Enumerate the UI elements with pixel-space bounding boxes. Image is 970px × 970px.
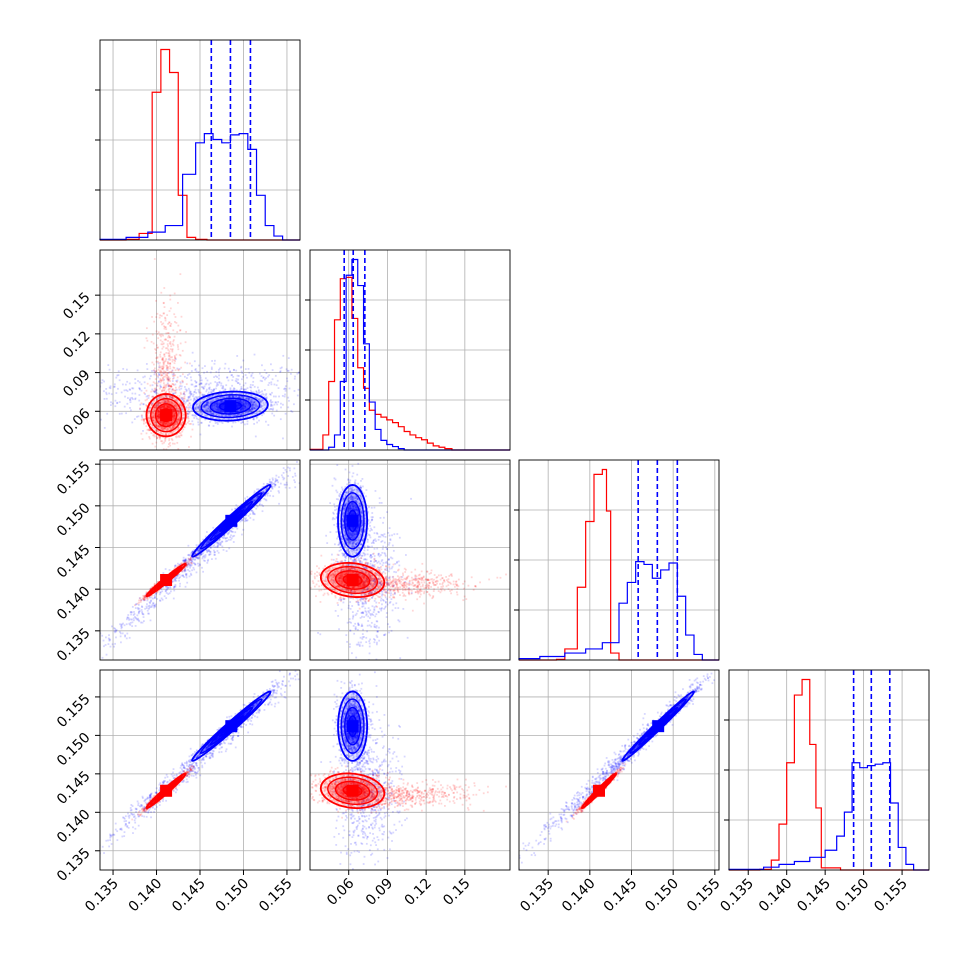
panel-frame: [309, 669, 511, 871]
histogram-panel-p1: [305, 249, 511, 451]
panel-frame: [309, 249, 511, 451]
x-tick-label: 0.140: [559, 876, 599, 916]
y-tick-label: 0.06: [60, 406, 93, 439]
y-tick-label: 0.155: [54, 459, 94, 499]
histogram-blue: [728, 762, 929, 871]
x-tick-label: 0.150: [642, 876, 682, 916]
panel-frame: [518, 669, 720, 871]
density-peak: [160, 784, 173, 797]
x-tick-label: 0.135: [717, 876, 757, 916]
scatter-panel-p0-p1: [99, 249, 301, 451]
density-peak: [346, 784, 359, 797]
x-tick-label: 0.06: [324, 875, 357, 908]
panel-frame: [518, 459, 720, 661]
scatter-panel-p2-p3: [518, 669, 720, 871]
x-tick-label: 0.155: [256, 876, 296, 916]
y-tick-label: 0.155: [54, 691, 94, 731]
density-peak: [225, 720, 238, 733]
scatter-panel-p0-p3: [99, 669, 301, 871]
x-tick-label: 0.155: [871, 876, 911, 916]
x-tick-label: 0.150: [213, 876, 253, 916]
y-tick-label: 0.15: [60, 290, 93, 323]
histogram-panel-p0: [95, 39, 301, 241]
histogram-blue: [518, 561, 719, 661]
x-tick-label: 0.145: [601, 876, 641, 916]
y-tick-label: 0.140: [54, 584, 94, 624]
histogram-panel-p2: [514, 459, 720, 661]
x-tick-label: 0.09: [363, 876, 396, 909]
histogram-red: [309, 276, 510, 451]
scatter-points: [100, 670, 300, 855]
y-tick-label: 0.145: [54, 542, 94, 582]
histogram-red: [729, 678, 929, 871]
density-peak: [160, 574, 173, 586]
x-tick-label: 0.140: [126, 876, 166, 916]
scatter-points: [139, 258, 202, 450]
y-tick-label: 0.150: [54, 500, 94, 540]
x-tick-label: 0.135: [517, 876, 557, 916]
histogram-red: [519, 468, 719, 661]
density-peak: [652, 720, 665, 733]
histogram-red: [100, 48, 300, 241]
panel-frame: [728, 669, 930, 871]
scatter-points: [310, 552, 507, 612]
scatter-panel-p0-p2: [99, 459, 301, 661]
x-tick-label: 0.145: [169, 876, 209, 916]
x-tick-label: 0.12: [402, 876, 435, 909]
density-peak: [346, 574, 359, 586]
panel-frame: [99, 459, 301, 661]
density-peak: [593, 784, 605, 797]
panel-frame: [99, 249, 301, 451]
x-tick-label: 0.140: [756, 876, 796, 916]
y-tick-label: 0.135: [54, 845, 94, 885]
y-tick-label: 0.135: [54, 625, 94, 665]
x-tick-label: 0.15: [440, 876, 473, 909]
y-tick-label: 0.150: [54, 730, 94, 770]
x-tick-label: 0.155: [684, 876, 724, 916]
scatter-panel-p1-p2: [309, 459, 511, 661]
density-peak: [346, 514, 359, 527]
x-tick-label: 0.135: [82, 876, 122, 916]
y-tick-label: 0.140: [54, 807, 94, 847]
y-tick-label: 0.09: [60, 367, 93, 400]
panel-frame: [99, 39, 301, 241]
y-tick-label: 0.12: [60, 328, 93, 361]
histogram-blue: [99, 132, 300, 241]
density-peak: [160, 409, 173, 422]
histogram-panel-p3: [724, 669, 930, 871]
scatter-panel-p1-p3: [309, 669, 511, 871]
density-peak: [346, 720, 359, 733]
x-tick-label: 0.150: [833, 876, 873, 916]
x-tick-label: 0.145: [794, 876, 834, 916]
density-peak: [224, 400, 237, 413]
y-tick-label: 0.145: [54, 768, 94, 808]
histogram-blue: [310, 258, 510, 451]
density-peak: [225, 514, 238, 527]
panel-frame: [309, 459, 511, 661]
